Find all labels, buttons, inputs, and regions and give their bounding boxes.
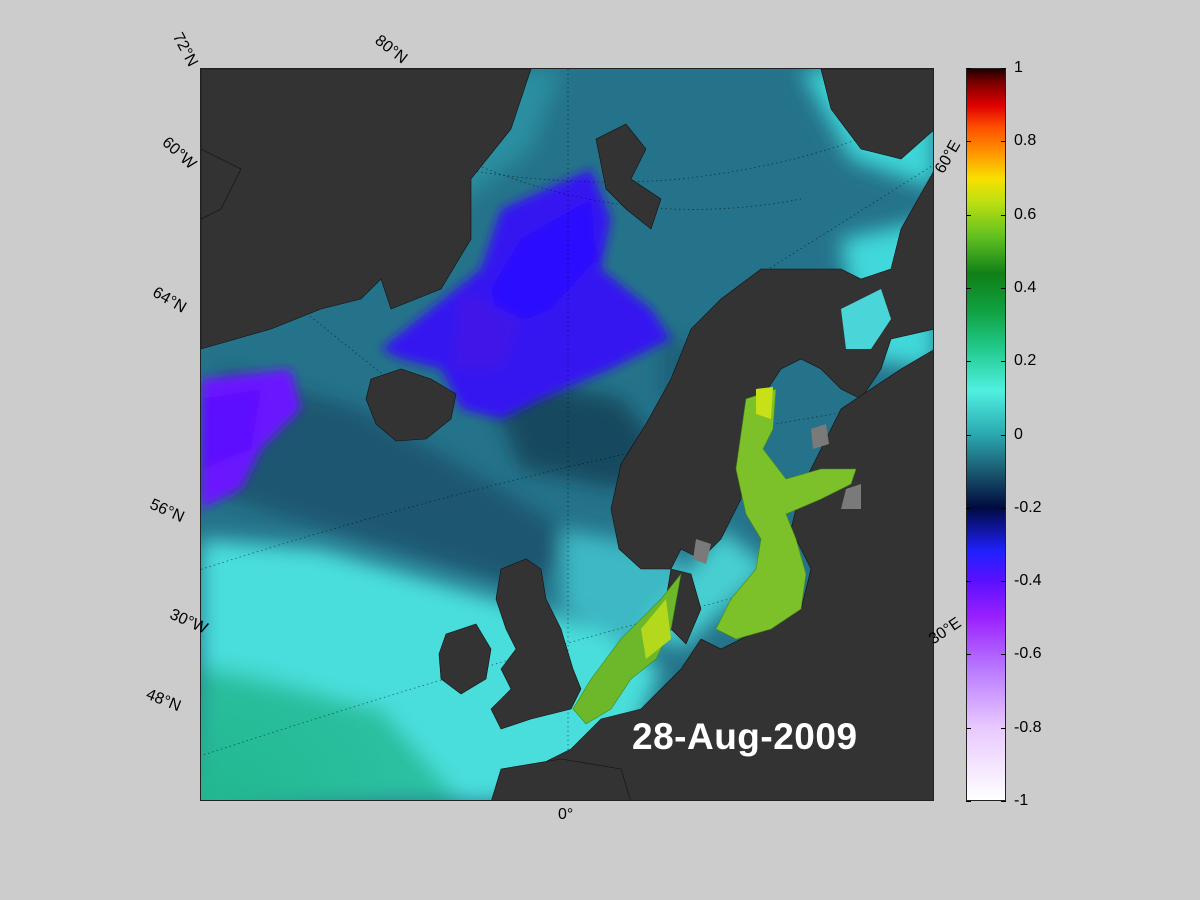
land-france xyxy=(491,758,631,800)
german-bight-anomaly xyxy=(641,599,671,659)
colorbar-tick-label: -0.4 xyxy=(1014,572,1042,590)
colorbar-tick-mark xyxy=(1001,361,1006,363)
colorbar-tick-label: -0.2 xyxy=(1014,498,1042,516)
colorbar-tick-label: -0.6 xyxy=(1014,645,1042,663)
land-greenland xyxy=(201,69,532,350)
colorbar-tick-label: 0 xyxy=(1014,425,1023,443)
lon-label-60w: 60°W xyxy=(158,134,200,173)
colorbar-tick-mark xyxy=(966,361,971,363)
lon-label-0: 0° xyxy=(558,806,574,823)
colorbar xyxy=(966,68,1006,801)
north-sea-anomaly xyxy=(572,573,682,725)
bothnian-bay-anomaly xyxy=(756,387,773,419)
colorbar-tick-label: 0.6 xyxy=(1014,205,1037,223)
sea-surface-anomaly-map xyxy=(201,69,933,800)
land-canada-coast xyxy=(201,148,242,220)
date-label: 28-Aug-2009 xyxy=(632,716,858,757)
colorbar-tick-mark xyxy=(1001,287,1006,289)
colorbar-tick-mark xyxy=(1001,727,1006,729)
colorbar-tick-mark xyxy=(966,141,971,143)
negative-anomaly-patches xyxy=(201,169,671,509)
colorbar-tick-mark xyxy=(966,727,971,729)
land-svalbard xyxy=(595,123,662,230)
colorbar-tick-mark xyxy=(1001,434,1006,436)
colorbar-tick-mark xyxy=(1001,68,1006,69)
colorbar-tick-mark xyxy=(1001,801,1006,802)
land-iceland xyxy=(365,368,457,442)
map-panel xyxy=(200,68,934,801)
colorbar-tick-label: 1 xyxy=(1014,59,1023,76)
land-ireland xyxy=(438,623,492,695)
white-sea xyxy=(841,289,891,349)
colorbar-tick-mark xyxy=(1001,581,1006,583)
colorbar-tick-mark xyxy=(966,654,971,656)
land-great-britain xyxy=(490,558,582,730)
colorbar-tick-mark xyxy=(966,68,971,69)
lon-label-60e: 60°E xyxy=(932,137,965,177)
baltic-sea-anomaly xyxy=(715,388,857,640)
colorbar-tick-mark xyxy=(966,287,971,289)
colorbar-tick-mark xyxy=(966,214,971,216)
colorbar-tick-mark xyxy=(966,507,971,509)
colorbar-tick-mark xyxy=(966,581,971,583)
colorbar-tick-mark xyxy=(1001,654,1006,656)
land-novaya-zemlya xyxy=(820,69,933,160)
colorbar-tick-mark xyxy=(1001,141,1006,143)
colorbar-tick-mark xyxy=(966,434,971,436)
lat-label-64n: 64°N xyxy=(149,284,189,317)
colorbar-tick-label: 0.8 xyxy=(1014,132,1037,150)
lat-label-72n: 72°N xyxy=(168,30,201,70)
colorbar-tick-label: 0.4 xyxy=(1014,278,1037,296)
colorbar-tick-mark xyxy=(966,801,971,802)
colorbar-tick-label: 0.2 xyxy=(1014,352,1037,370)
missing-data-patches xyxy=(693,424,861,564)
colorbar-tick-label: -0.8 xyxy=(1014,718,1042,736)
lat-label-48n: 48°N xyxy=(143,686,184,716)
colorbar-tick-mark xyxy=(1001,507,1006,509)
lat-label-56n: 56°N xyxy=(147,496,187,527)
lat-label-80n: 80°N xyxy=(371,32,411,68)
colorbar-tick-label: -1 xyxy=(1014,792,1029,809)
colorbar-tick-mark xyxy=(1001,214,1006,216)
